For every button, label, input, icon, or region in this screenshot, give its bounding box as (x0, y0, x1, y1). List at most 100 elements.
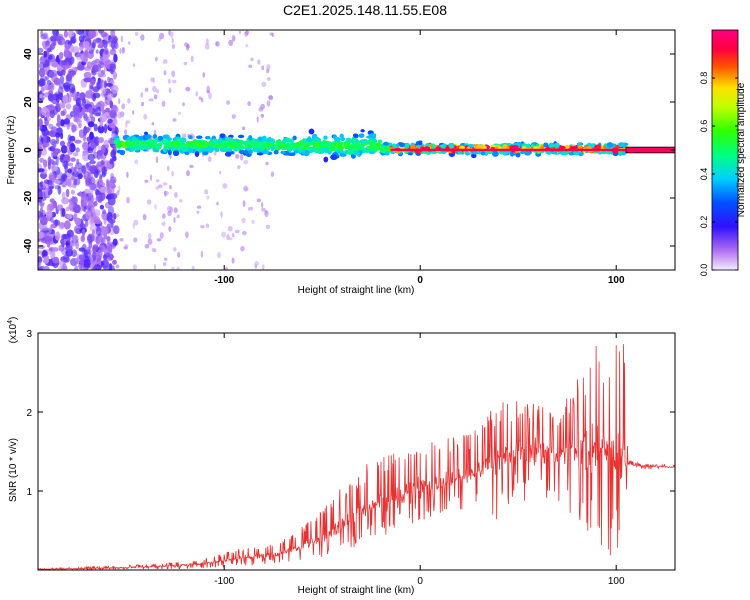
faint-dot (134, 31, 139, 36)
faint-dot (200, 225, 205, 229)
colorbar-tick-label: 0.2 (699, 216, 709, 229)
faint-dot (152, 85, 157, 92)
faint-dot (231, 233, 235, 238)
faint-dot (176, 214, 180, 219)
noise-blob (63, 30, 68, 38)
signal-cell (208, 140, 212, 146)
faint-dot (198, 96, 202, 100)
faint-dot (260, 103, 265, 110)
faint-dot (164, 190, 167, 197)
faint-dot (156, 238, 162, 242)
noise-blob (38, 250, 44, 255)
signal-cell (167, 149, 172, 156)
noise-blob (78, 254, 86, 261)
noise-blob (84, 219, 89, 227)
noise-blob (47, 156, 52, 166)
signal-cell (285, 144, 291, 150)
faint-dot (227, 225, 233, 232)
noise-blob (77, 173, 83, 180)
faint-dot (116, 44, 120, 49)
faint-dot (225, 266, 228, 270)
signal-cell (119, 149, 126, 156)
faint-dot (155, 179, 160, 183)
noise-blob (40, 33, 48, 40)
faint-dot (231, 34, 236, 42)
noise-blob (75, 30, 84, 35)
noise-blob (63, 49, 70, 58)
noise-blob (38, 168, 45, 173)
signal-cell (126, 141, 131, 147)
noise-blob (79, 258, 85, 268)
faint-dot (202, 72, 206, 78)
noise-blob (97, 125, 105, 134)
signal-cell (152, 134, 157, 139)
noise-blob (92, 92, 101, 99)
snr-marks (38, 344, 675, 570)
faint-dot (151, 122, 154, 126)
faint-dot (195, 91, 199, 97)
spectrogram-y-tick-label: 0 (23, 147, 34, 153)
signal-cell (214, 147, 220, 152)
faint-dot (257, 59, 261, 65)
signal-cell (270, 139, 275, 144)
faint-dot (171, 44, 176, 49)
noise-blob (102, 254, 108, 260)
faint-dot (150, 174, 153, 181)
signal-cell (465, 150, 470, 156)
signal-cell (339, 153, 347, 157)
noise-blob (61, 60, 67, 66)
noise-blob (80, 235, 86, 242)
noise-blob (99, 186, 107, 193)
noise-blob (44, 44, 51, 52)
snr-ticks: -100 0 100 1 2 3 (26, 329, 675, 587)
noise-blob (106, 180, 110, 190)
noise-blob (44, 116, 48, 121)
faint-dot (174, 207, 178, 213)
faint-dot (189, 164, 194, 169)
signal-cell (273, 149, 279, 155)
noise-blob (89, 225, 97, 232)
faint-dot (266, 64, 271, 71)
faint-dot (140, 92, 143, 98)
noise-blob (47, 182, 55, 188)
faint-dot (161, 100, 166, 107)
faint-dot (243, 187, 249, 191)
noise-blob (38, 231, 45, 239)
noise-blob (87, 176, 96, 185)
noise-blob (105, 195, 112, 200)
faint-dot (169, 185, 172, 190)
noise-blob (68, 83, 76, 93)
noise-blob (49, 70, 55, 78)
signal-cell (147, 139, 154, 143)
signal-cell (340, 137, 345, 141)
noise-blob (105, 144, 109, 149)
signal-cell (144, 131, 148, 136)
faint-dot (204, 43, 210, 50)
noise-blob (44, 68, 48, 76)
signal-cell (357, 144, 365, 150)
noise-blob (98, 136, 104, 144)
noise-blob (60, 110, 65, 117)
signal-cell (262, 135, 267, 142)
colorbar-gradient (711, 29, 739, 271)
noise-blob (104, 112, 109, 117)
signal-cell (228, 146, 234, 150)
noise-blob (109, 265, 115, 270)
faint-dot (245, 44, 249, 48)
signal-cell (417, 140, 423, 146)
noise-blob (97, 145, 103, 150)
faint-dot (208, 92, 212, 100)
noise-blob (103, 80, 107, 89)
noise-blob (109, 100, 114, 109)
faint-dot (151, 248, 154, 253)
noise-blob (107, 76, 111, 83)
faint-dot (133, 237, 138, 243)
faint-dot (228, 237, 233, 241)
signal-cell (502, 144, 508, 150)
noise-blob (96, 101, 102, 108)
signal-cell (190, 143, 197, 148)
noise-blob (93, 200, 98, 207)
noise-blob (39, 56, 46, 65)
noise-blob (95, 189, 100, 196)
noise-blob (85, 90, 93, 99)
